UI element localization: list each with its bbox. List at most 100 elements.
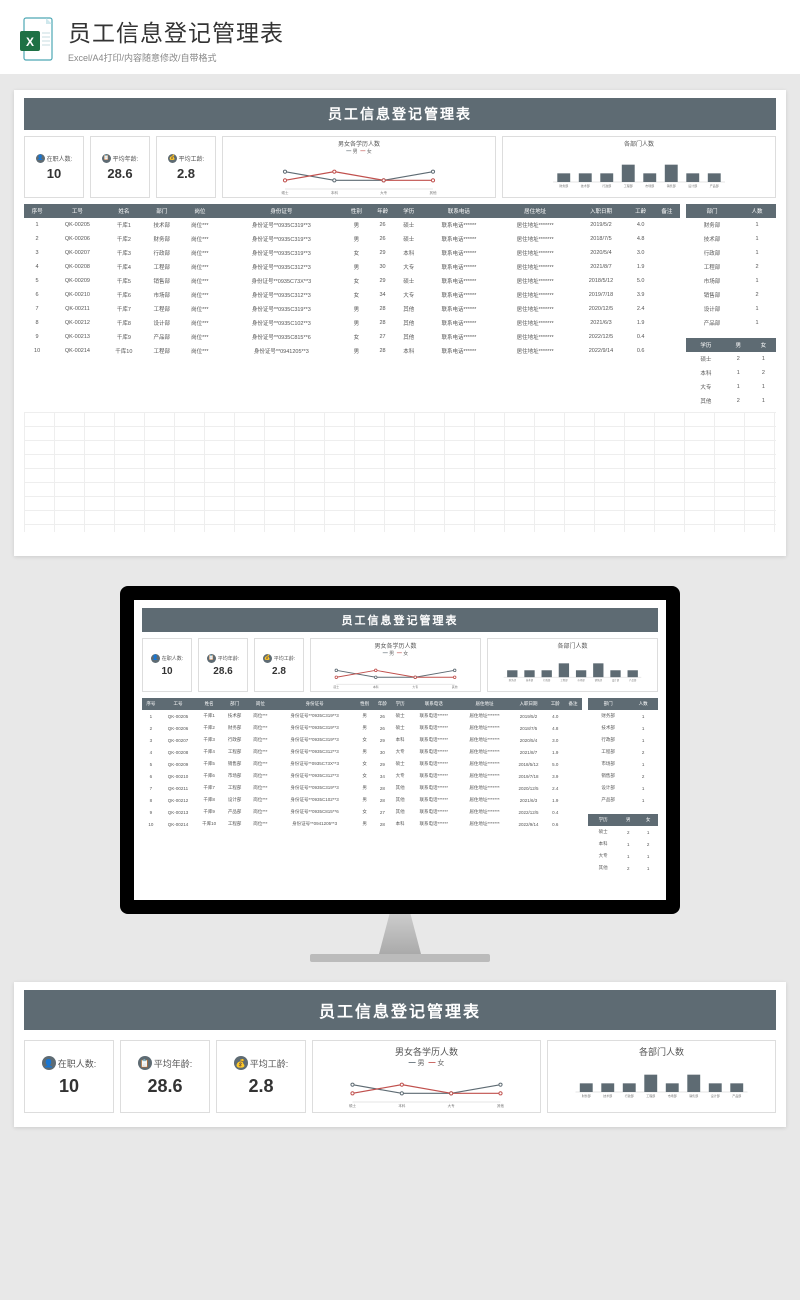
table-row: 产品部1 (588, 794, 658, 806)
svg-text:设计部: 设计部 (612, 678, 620, 682)
table-row: 7QK-00211千库7工程部岗位***身份证号**0935C319**3男28… (142, 782, 582, 794)
svg-text:其他: 其他 (497, 1103, 505, 1108)
table-row: 2QK-00206千库2财务部岗位***身份证号**0935C319**3男26… (142, 722, 582, 734)
stat-box: 📋平均年龄: 28.6 (198, 638, 248, 692)
education-summary-table: 学历男女硕士21本科12大专11其他21 (588, 814, 658, 874)
svg-text:本科: 本科 (331, 190, 338, 195)
stat-box: 👤在职人数: 10 (24, 1040, 114, 1113)
chart-legend: ━ 男 ━ 女 (321, 1058, 532, 1068)
line-chart: 男女各学历人数 ━ 男 ━ 女 硕士本科大专其他 (312, 1040, 541, 1113)
stat-value: 28.6 (205, 666, 241, 677)
stat-box: 👤在职人数: 10 (24, 136, 84, 198)
col-header: 序号 (142, 698, 160, 710)
education-summary-table: 学历男女硕士21本科12大专11其他21 (686, 338, 776, 408)
col-header: 性别 (356, 698, 374, 710)
svg-text:市场部: 市场部 (578, 678, 586, 682)
svg-text:本科: 本科 (373, 685, 379, 689)
stat-value: 10 (31, 166, 77, 181)
svg-text:大专: 大专 (448, 1103, 456, 1108)
svg-text:行政部: 行政部 (602, 183, 611, 188)
svg-text:大专: 大专 (412, 685, 418, 689)
table-row: 财务部1 (686, 218, 776, 232)
svg-text:财务部: 财务部 (509, 678, 517, 682)
bar-chart: 各部门人数 财务部技术部行政部工程部市场部销售部设计部产品部 (547, 1040, 776, 1113)
stat-box: 💰平均工龄: 2.8 (254, 638, 304, 692)
bar-chart: 各部门人数 财务部技术部行政部工程部市场部销售部设计部产品部 (487, 638, 658, 692)
table-row: 9QK-00213千库9产品部岗位***身份证号**0935C815**6女27… (142, 806, 582, 818)
table-row: 其他21 (686, 394, 776, 408)
stat-box: 📋平均年龄: 28.6 (120, 1040, 210, 1113)
col-header: 身份证号 (274, 698, 356, 710)
chart-title: 各部门人数 (492, 641, 653, 650)
col-header: 备注 (564, 698, 582, 710)
stat-value: 28.6 (129, 1076, 201, 1097)
stat-label: 在职人数: (47, 154, 73, 163)
stat-value: 2.8 (163, 166, 209, 181)
svg-text:技术部: 技术部 (526, 678, 534, 682)
col-header: 姓名 (196, 698, 222, 710)
table-row: 设计部1 (588, 782, 658, 794)
table-row: 设计部1 (686, 302, 776, 316)
table-row: 7QK-00211千库7工程部岗位***身份证号**0935C319**3男28… (24, 302, 680, 316)
col-header: 年龄 (369, 204, 395, 218)
svg-text:行政部: 行政部 (543, 678, 551, 682)
col-header: 序号 (24, 204, 50, 218)
stat-value: 28.6 (97, 166, 143, 181)
svg-text:行政部: 行政部 (625, 1093, 634, 1098)
col-header: 入职日期 (574, 204, 627, 218)
col-header: 入职日期 (511, 698, 547, 710)
stat-label: 平均年龄: (113, 154, 139, 163)
table-row: 其他21 (588, 862, 658, 874)
table-row: 2QK-00206千库2财务部岗位***身份证号**0935C319**3男26… (24, 232, 680, 246)
table-row: 4QK-00208千库4工程部岗位***身份证号**0935C312**3男30… (24, 260, 680, 274)
col-header: 学历 (396, 204, 422, 218)
stat-value: 10 (33, 1076, 105, 1097)
col-header: 姓名 (105, 204, 143, 218)
table-row: 大专11 (588, 850, 658, 862)
stat-label: 平均年龄: (154, 1057, 193, 1070)
dashboard-row: 👤在职人数: 10 📋平均年龄: 28.6 💰平均工龄: 2.8 男女各学历人数… (24, 136, 776, 198)
table-row: 1QK-00205千库1技术部岗位***身份证号**0935C319**3男26… (142, 710, 582, 722)
table-row: 大专11 (686, 380, 776, 394)
svg-text:销售部: 销售部 (667, 183, 676, 188)
page-title: 员工信息登记管理表 (68, 14, 782, 48)
svg-text:财务部: 财务部 (582, 1093, 591, 1098)
svg-text:设计部: 设计部 (688, 183, 697, 188)
excel-file-icon: X (18, 17, 56, 61)
chart-legend: ━ 男 ━ 女 (227, 148, 491, 155)
table-row: 财务部1 (588, 710, 658, 722)
page-subtitle: Excel/A4打印/内容随意修改/自带格式 (68, 51, 782, 64)
monitor-screen: 员工信息登记管理表 👤在职人数: 10 📋平均年龄: 28.6 💰平均工龄: 2… (134, 600, 666, 900)
table-row: 5QK-00209千库5销售部岗位***身份证号**0935C73X**3女29… (24, 274, 680, 288)
table-row: 10QK-00214千库10工程部岗位***身份证号**0941205**3男2… (24, 344, 680, 358)
svg-text:技术部: 技术部 (581, 183, 590, 188)
table-row: 技术部1 (588, 722, 658, 734)
chart-title: 男女各学历人数 (227, 139, 491, 148)
svg-text:大专: 大专 (380, 190, 388, 195)
chart-title: 各部门人数 (507, 139, 771, 148)
stat-box: 👤在职人数: 10 (142, 638, 192, 692)
col-header: 备注 (654, 204, 680, 218)
table-row: 产品部1 (686, 316, 776, 330)
side-summary: 部门人数财务部1技术部1行政部1工程部2市场部1销售部2设计部1产品部1 学历男… (686, 204, 776, 408)
col-header: 身份证号 (219, 204, 343, 218)
sheet-title: 员工信息登记管理表 (24, 98, 776, 130)
bottom-crop-preview: 员工信息登记管理表 👤在职人数: 10 📋平均年龄: 28.6 💰平均工龄: 2… (14, 982, 786, 1127)
table-row: 1QK-00205千库1技术部岗位***身份证号**0935C319**3男26… (24, 218, 680, 232)
stat-value: 10 (149, 666, 185, 677)
stat-label: 在职人数: (162, 655, 183, 662)
stat-label: 在职人数: (58, 1057, 97, 1070)
table-row: 3QK-00207千库3行政部岗位***身份证号**0935C319**3女29… (142, 734, 582, 746)
table-row: 硕士21 (686, 352, 776, 366)
dashboard-row: 👤在职人数: 10 📋平均年龄: 28.6 💰平均工龄: 2.8 男女各学历人数… (24, 1040, 776, 1113)
sheet-body: 员工信息登记管理表 👤在职人数: 10 📋平均年龄: 28.6 💰平均工龄: 2… (24, 98, 776, 408)
table-row: 4QK-00208千库4工程部岗位***身份证号**0935C312**3男30… (142, 746, 582, 758)
svg-text:X: X (26, 35, 34, 49)
chart-title: 男女各学历人数 (321, 1045, 532, 1058)
table-row: 本科12 (686, 366, 776, 380)
page-header: X 员工信息登记管理表 Excel/A4打印/内容随意修改/自带格式 (0, 0, 800, 74)
svg-text:市场部: 市场部 (645, 183, 654, 188)
table-row: 6QK-00210千库6市场部岗位***身份证号**0935C312**3女34… (142, 770, 582, 782)
table-row: 工程部2 (588, 746, 658, 758)
svg-text:产品部: 产品部 (732, 1093, 741, 1098)
